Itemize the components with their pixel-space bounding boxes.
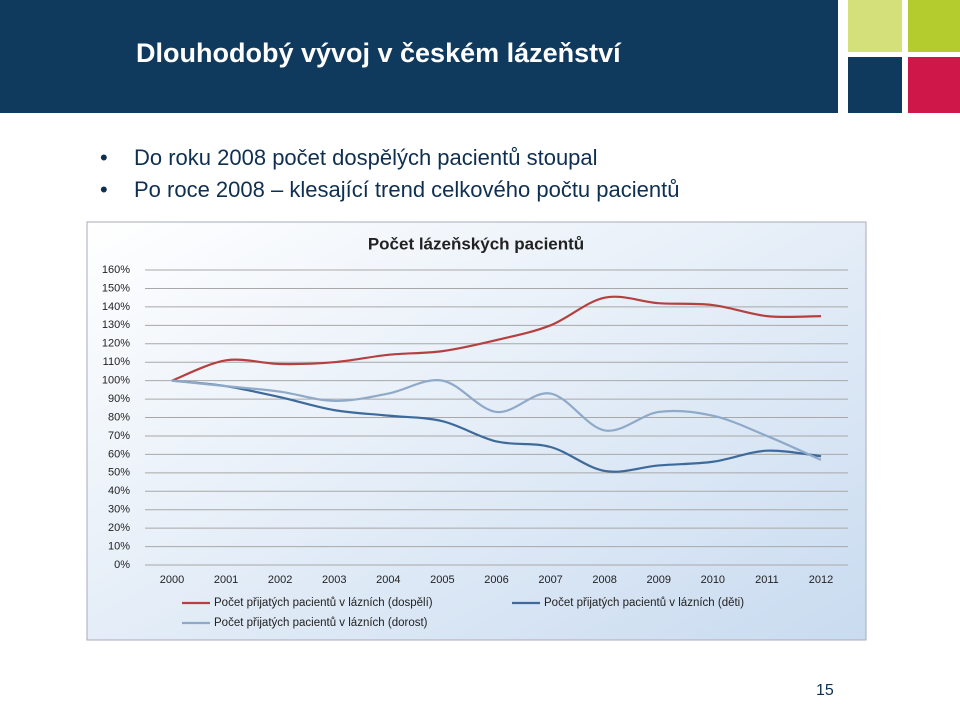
series-line	[171, 295, 822, 382]
x-tick-label: 2007	[538, 574, 562, 586]
legend-label: Počet přijatých pacientů v lázních (doro…	[214, 617, 428, 629]
chart-area	[86, 221, 867, 641]
x-tick-label: 2002	[268, 574, 292, 586]
y-tick-label: 50%	[108, 467, 130, 479]
y-tick-label: 150%	[102, 282, 130, 294]
x-tick-label: 2003	[322, 574, 346, 586]
slide-title: Dlouhodobý vývoj v českém lázeňství	[136, 38, 621, 68]
x-tick-label: 2010	[701, 574, 725, 586]
y-tick-label: 120%	[102, 338, 130, 350]
x-tick-label: 2004	[376, 574, 400, 586]
bullet: Po roce 2008 – klesající trend celkového…	[100, 174, 679, 206]
decor-square	[848, 57, 902, 113]
x-tick-label: 2009	[647, 574, 671, 586]
y-tick-label: 160%	[102, 264, 130, 276]
x-tick-label: 2008	[592, 574, 616, 586]
y-tick-label: 40%	[108, 485, 130, 497]
x-tick-label: 2006	[484, 574, 508, 586]
x-tick-label: 2011	[755, 574, 779, 586]
series-line	[171, 379, 822, 473]
legend-label: Počet přijatých pacientů v lázních (dosp…	[214, 597, 433, 609]
x-tick-label: 2001	[214, 574, 238, 586]
y-tick-label: 140%	[102, 301, 130, 313]
y-tick-label: 20%	[108, 522, 130, 534]
y-tick-label: 100%	[102, 375, 130, 387]
series-line	[171, 379, 822, 461]
y-tick-label: 90%	[108, 393, 130, 405]
page-number: 15	[816, 682, 834, 699]
decor-square	[908, 0, 960, 52]
y-tick-label: 80%	[108, 411, 130, 423]
y-tick-label: 60%	[108, 448, 130, 460]
x-tick-label: 2012	[809, 574, 833, 586]
bullet: Do roku 2008 počet dospělých pacientů st…	[100, 142, 679, 174]
x-tick-label: 2000	[160, 574, 184, 586]
y-tick-label: 70%	[108, 430, 130, 442]
x-tick-label: 2005	[430, 574, 454, 586]
legend-label: Počet přijatých pacientů v lázních (děti…	[544, 597, 744, 609]
chart-title: Počet lázeňských pacientů	[368, 234, 584, 253]
y-tick-label: 110%	[103, 356, 131, 368]
y-tick-label: 10%	[108, 540, 130, 552]
header-band	[0, 0, 838, 113]
bullet-list: Do roku 2008 počet dospělých pacientů st…	[100, 142, 679, 206]
decor-square	[908, 57, 960, 113]
y-tick-label: 30%	[108, 504, 130, 516]
y-tick-label: 130%	[102, 319, 130, 331]
y-tick-label: 0%	[114, 559, 130, 571]
decor-square	[848, 0, 902, 52]
